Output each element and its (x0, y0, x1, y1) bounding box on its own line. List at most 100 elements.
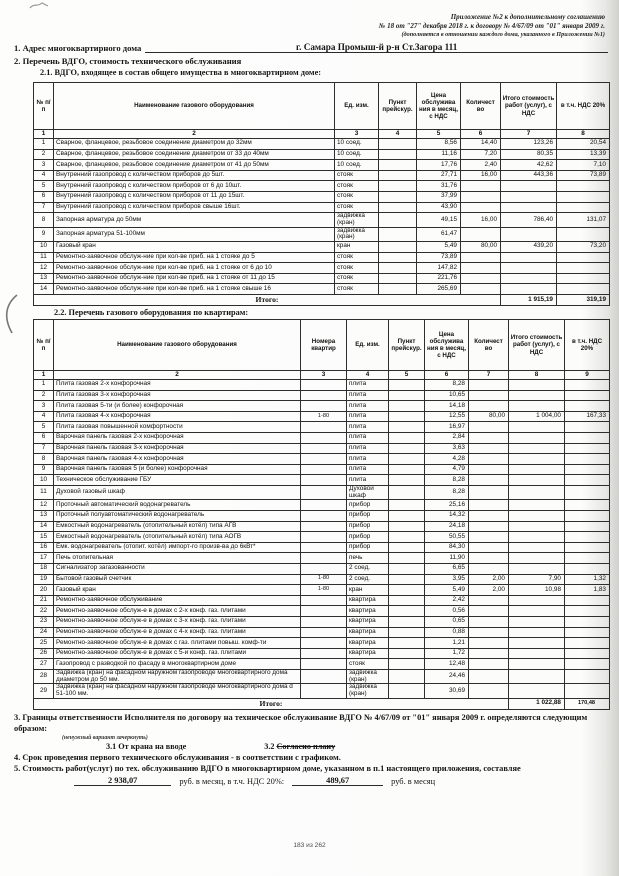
table-cell: 131,07 (556, 212, 610, 228)
table-cell: задвижка (кран) (346, 668, 389, 685)
table-cell: прибор (346, 520, 389, 533)
table-cell: Проточный автоматический водонагреватель (53, 499, 301, 511)
table-cell (468, 463, 509, 476)
table-cell: 8,28 (424, 379, 469, 391)
table-cell: 5 (33, 180, 54, 192)
table-cell (556, 201, 610, 214)
total-label: Итого: (33, 294, 501, 306)
table-cell: 26 (33, 647, 54, 660)
table-cell: стояк (334, 201, 379, 214)
table-cell (388, 531, 425, 543)
column-number: 8 (508, 370, 565, 380)
total-vat-value: 170,48 (564, 697, 610, 710)
table-row: 10 Газовый кран кран 5,49 80,00 439,20 73,20 (33, 241, 610, 253)
table-cell: Варочная панель газовая 2-х конфорочная (53, 431, 301, 444)
table-cell: Ремонтно-заявочное обслуж-ние при кол-ве… (53, 262, 335, 274)
table-cell: 23 (33, 615, 54, 628)
table-cell (388, 573, 425, 586)
table-cell (556, 262, 610, 274)
table-cell (378, 283, 417, 295)
table-cell (508, 626, 565, 639)
table-cell (300, 626, 347, 639)
table-cell (300, 647, 347, 660)
table-row: 20 Газовый кран 1-80 кран 5,49 2,00 10,98 1,83 (33, 584, 610, 596)
address-line: 1. Адрес многоквартирного дома г. Самара… (14, 42, 608, 53)
column-number: 1 (33, 129, 54, 139)
table-cell: стояк (346, 658, 389, 670)
table-cell (300, 400, 347, 412)
table-cell (468, 389, 509, 402)
apartment-equipment-table-head: № п/п Наименование газового оборудования Н… (33, 319, 610, 380)
table-cell: Ремонтно-заявочное обслуживание (53, 594, 301, 607)
table-cell: 11 (33, 251, 54, 264)
table-cell: 10 (33, 474, 54, 486)
table-cell: стояк (334, 283, 379, 295)
table-cell: 13 (33, 509, 54, 522)
table-row: 10 Техническое обслуживание ГБУ плита 8,28 (33, 474, 610, 486)
table-cell (300, 509, 347, 522)
table-cell: 28 (33, 668, 54, 685)
table-row: 13 Ремонтно-заявочное обслуж-ние при кол-… (33, 272, 610, 285)
table-cell: плита (346, 421, 389, 433)
table-cell (378, 201, 417, 214)
table-cell: 2,40 (460, 159, 501, 171)
option-per-plan-text: Согласно плану (276, 741, 336, 751)
table-cell: 7 (33, 442, 54, 455)
table-row: 18 Сигнализатор загазованности 2 соед. 6,65 (33, 562, 610, 575)
table-cell: 10 соед. (334, 148, 379, 161)
table-cell: 6 (33, 431, 54, 444)
table-cell (388, 584, 425, 596)
table-cell: 14,18 (424, 400, 469, 412)
table-cell: плита (346, 474, 389, 486)
table-cell: 2,42 (424, 594, 469, 607)
table-cell (468, 431, 509, 444)
table-cell: 1,21 (424, 637, 469, 649)
table-cell (300, 562, 347, 575)
table-cell: 16,97 (424, 421, 469, 433)
table-cell: 12 (33, 262, 54, 274)
table-cell (300, 605, 347, 617)
table-cell: 9 (33, 226, 54, 243)
table-cell (378, 212, 417, 228)
table-cell (388, 389, 425, 402)
cost-label-1: руб. в месяц, в т.ч. НДС 20%: (179, 776, 285, 786)
table-cell (378, 272, 417, 285)
appendix-header: Приложение №2 к дополнительному соглашен… (379, 13, 605, 39)
table-cell: 30,69 (424, 683, 469, 699)
section3-text: 3. Границы ответственности Исполнителя п… (14, 712, 588, 733)
table-cell: Духовой шкаф (346, 484, 389, 501)
column-header: в т.ч. НДС 20% (564, 319, 610, 371)
table-cell: 7 (33, 201, 54, 214)
table-row: 4 Плита газовая 4-х конфорочная 1-80 плита 1… (33, 410, 610, 423)
table-cell: задвижка (кран) (346, 683, 389, 699)
table-cell: 11 (33, 484, 54, 501)
column-number: 1 (33, 370, 54, 380)
table-row: 14 Емкостный водонагреватель (отопительны… (33, 520, 610, 533)
table-cell (388, 552, 425, 564)
option-per-plan-number: 3.2 (264, 741, 275, 751)
table-cell (564, 520, 610, 533)
appendix-line: (дополняется в отношении каждого дома, у… (401, 31, 605, 39)
table-cell: плита (346, 410, 389, 423)
table-cell: Внутренний газопровод с количеством приб… (53, 180, 335, 192)
table-row: 3 Сварное, фланцевое, резьбовое соединени… (33, 159, 610, 171)
table-row: 12 Ремонтно-заявочное обслуж-ние при кол-… (33, 262, 610, 274)
table-cell (564, 442, 610, 455)
table-cell: 10,98 (508, 584, 565, 596)
table-cell (564, 647, 610, 660)
table-cell (388, 683, 425, 699)
table-cell (508, 400, 565, 412)
table-cell (388, 379, 425, 391)
table-cell: Варочная панель газовая 3-х конфорочная (53, 442, 301, 455)
table-cell (468, 484, 509, 501)
table-cell (508, 594, 565, 607)
table-cell: 0,65 (424, 615, 469, 628)
table-cell: 221,76 (416, 272, 461, 285)
column-header: Пункт прейскур. (378, 82, 417, 130)
option-from-inlet-valve: 3.1 От крана на вводе (106, 741, 187, 751)
table-cell (556, 283, 610, 295)
column-header: Ед. изм. (346, 319, 389, 371)
table-cell (500, 226, 557, 243)
table-cell: 12,55 (424, 410, 469, 423)
table-row: 5 Внутренний газопровод с количеством при… (33, 180, 610, 192)
